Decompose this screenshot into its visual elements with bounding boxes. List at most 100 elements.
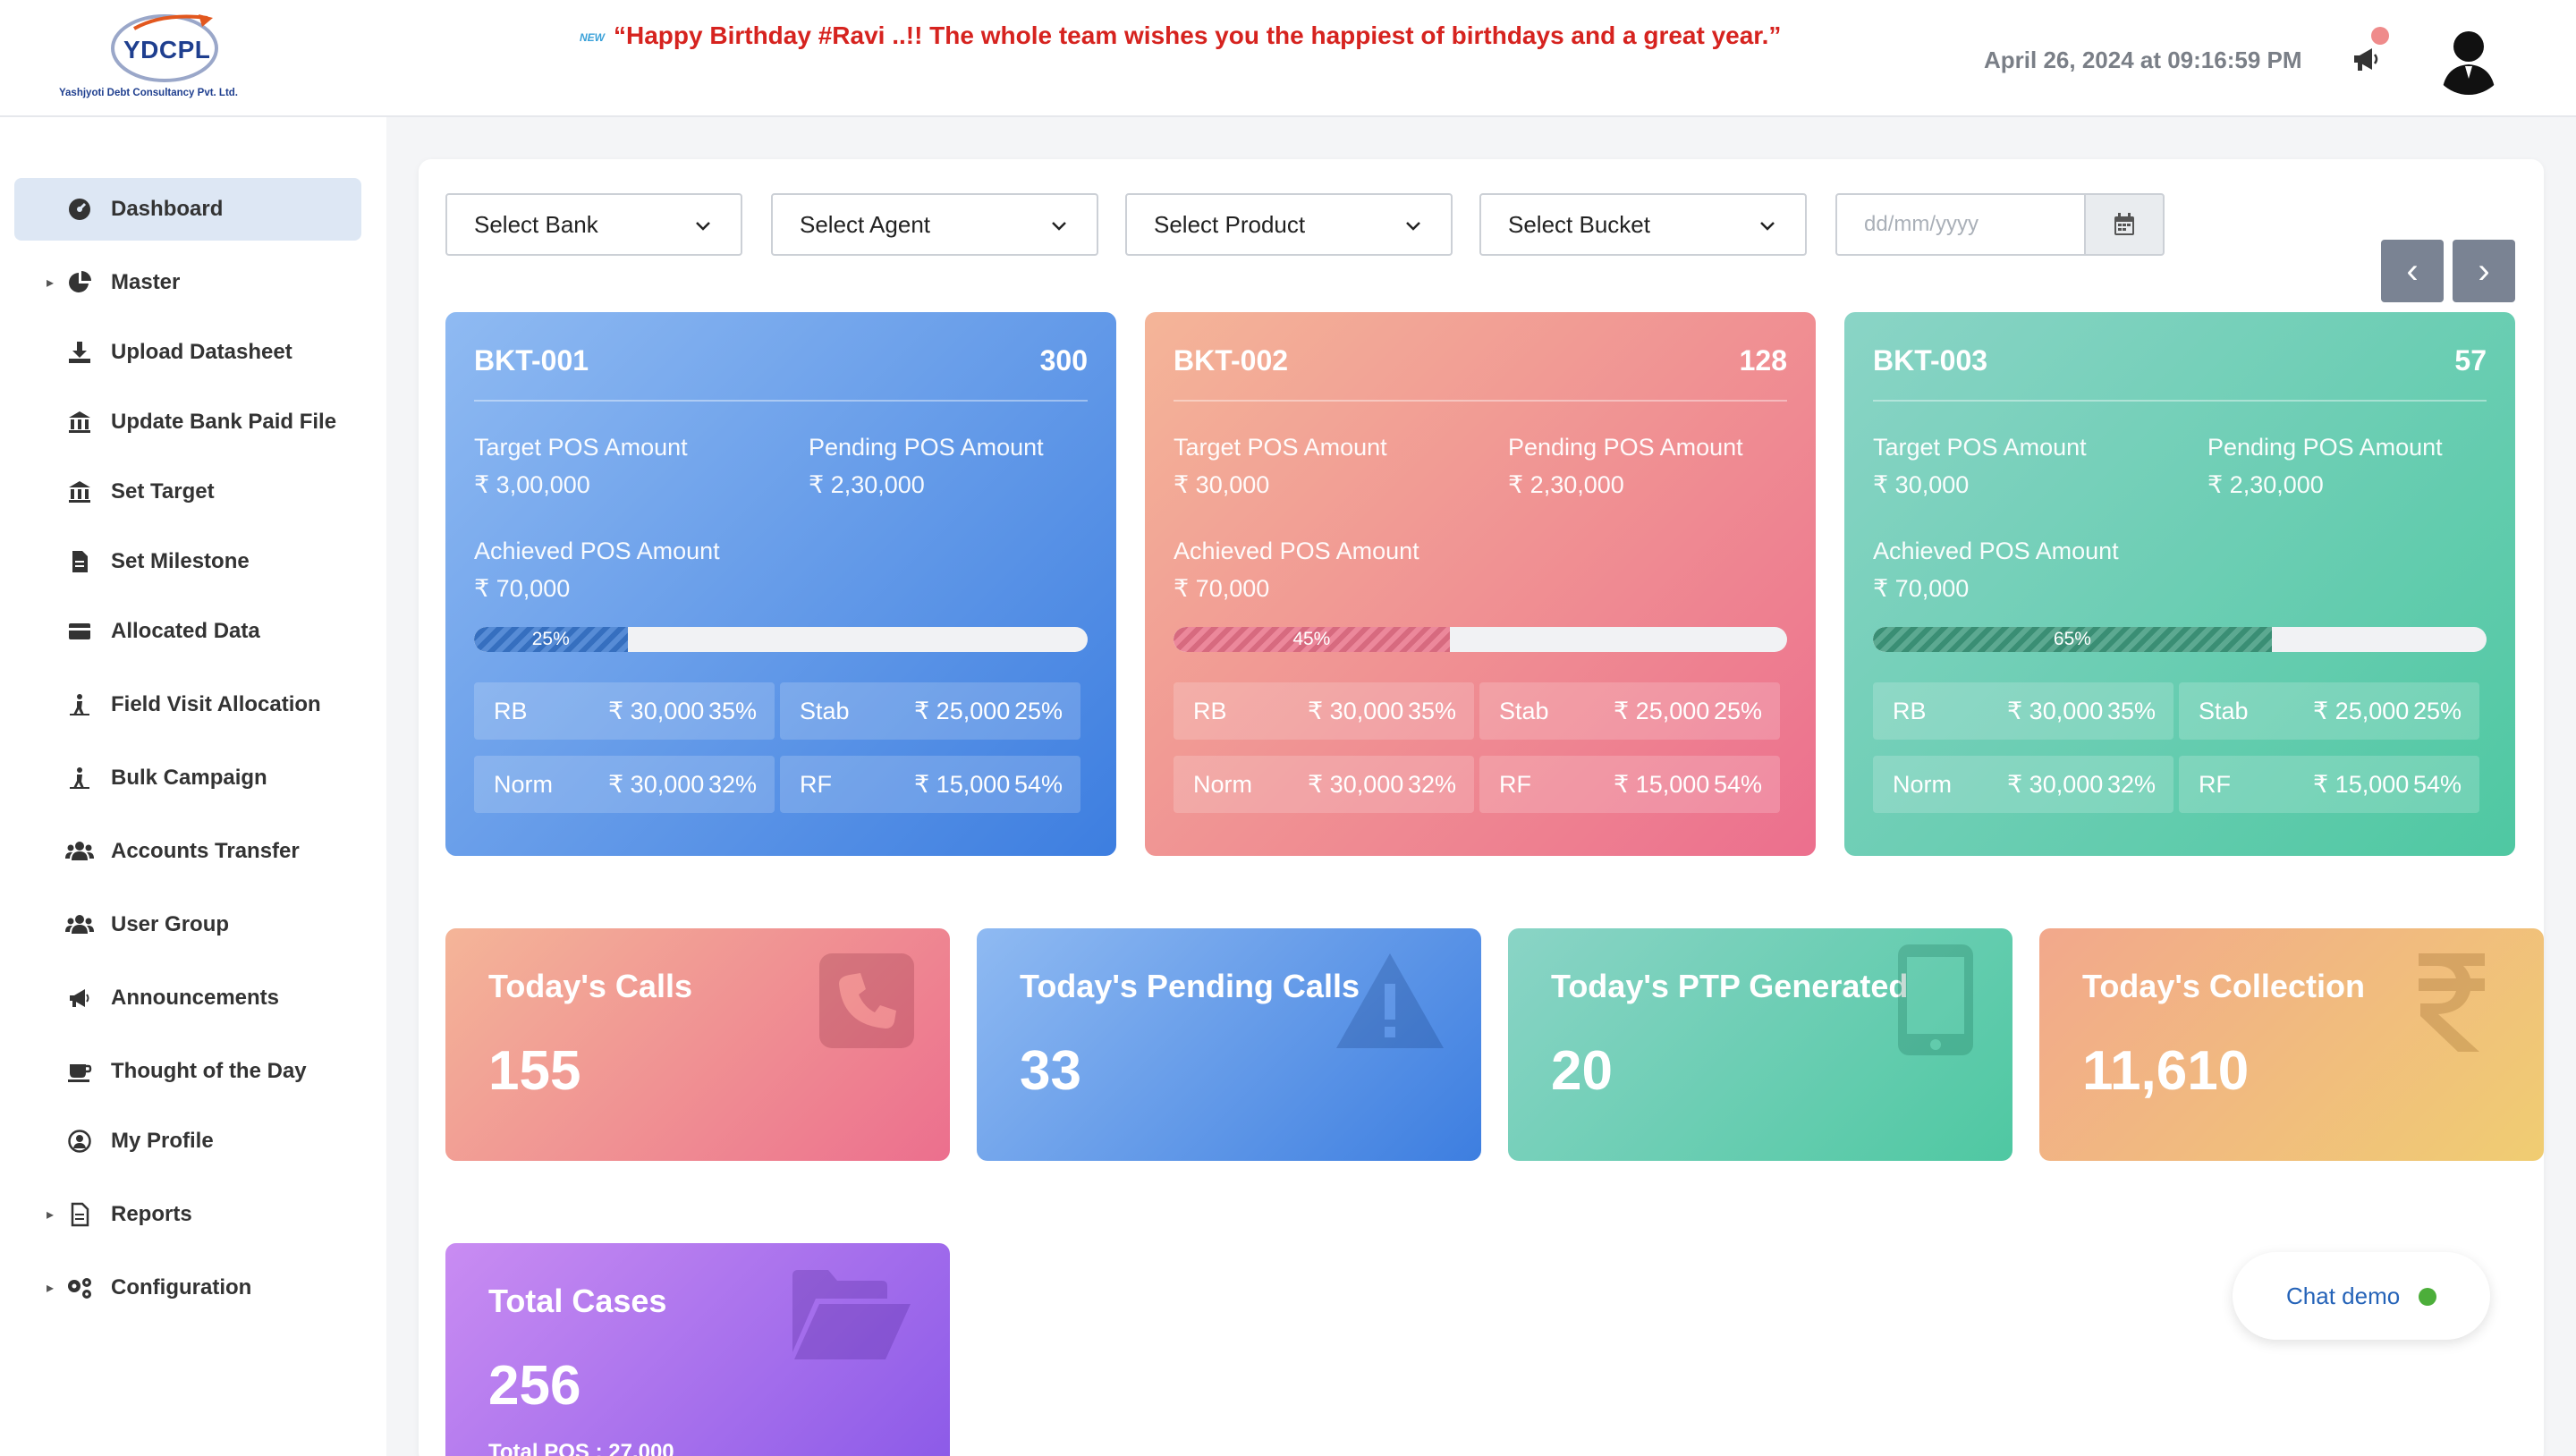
chip-amount: ₹ 30,000 [1308, 697, 1404, 724]
bucket-card[interactable]: BKT-001 300 Target POS Amount ₹ 3,00,000… [445, 312, 1116, 856]
sidebar-item-label: Update Bank Paid File [111, 410, 337, 434]
sidebar-item-reports[interactable]: ▸ Reports [14, 1183, 361, 1246]
sidebar-item-configuration[interactable]: ▸ Configuration [14, 1257, 361, 1319]
bucket-card[interactable]: BKT-003 57 Target POS Amount ₹ 30,000 Pe… [1844, 312, 2515, 856]
chip-percent: 35% [2106, 697, 2156, 724]
sidebar-item-set-target[interactable]: Set Target [14, 461, 361, 523]
sidebar-item-field-visit-allocation[interactable]: Field Visit Allocation [14, 673, 361, 736]
stat-value: 256 [488, 1355, 581, 1417]
chevron-down-icon [1052, 222, 1066, 231]
progress-fill: 25% [474, 627, 628, 652]
stat-title: Today's Collection [2082, 968, 2365, 1004]
sidebar-item-accounts-transfer[interactable]: Accounts Transfer [14, 820, 361, 883]
card-icon [64, 616, 95, 647]
users-icon [64, 836, 95, 867]
sidebar-item-master[interactable]: ▸ Master [14, 251, 361, 314]
stat-card-todays-calls[interactable]: Today's Calls 155 [445, 928, 950, 1161]
chip-name: Stab [2199, 697, 2249, 724]
select-product[interactable]: Select Product [1125, 193, 1453, 256]
bucket-count: 57 [2454, 344, 2487, 377]
stat-title: Total Cases [488, 1282, 667, 1319]
mobile-icon [1898, 944, 1973, 1055]
stat-value: 20 [1551, 1040, 1613, 1102]
prev-button[interactable]: ‹ [2381, 240, 2444, 302]
stat-subtitle: Total POS : 27,000 [488, 1440, 674, 1456]
chip-stab: Stab ₹ 25,000 25% [780, 682, 1080, 740]
progress-bar: 25% [474, 627, 1088, 652]
calendar-button[interactable] [2084, 193, 2165, 256]
chip-percent: 35% [1407, 697, 1456, 724]
pie-chart-icon [64, 267, 95, 298]
stat-title: Today's Calls [488, 968, 692, 1004]
user-circle-icon [64, 1126, 95, 1156]
chip-rf: RF ₹ 15,000 54% [2179, 756, 2479, 813]
chip-percent: 54% [1013, 770, 1063, 798]
select-bank-label: Select Bank [474, 210, 598, 238]
chip-amount: ₹ 30,000 [2007, 770, 2104, 798]
pending-value: ₹ 2,30,000 [2207, 471, 2324, 498]
sidebar-item-announcements[interactable]: Announcements [14, 967, 361, 1029]
achieved-value: ₹ 70,000 [1873, 575, 1970, 602]
caret-right-icon: ▸ [47, 1281, 55, 1296]
chip-amount: ₹ 25,000 [1614, 697, 1710, 724]
pending-label: Pending POS Amount [809, 434, 1044, 461]
calendar-icon [2114, 213, 2134, 235]
bank-icon [64, 477, 95, 507]
chip-amount: ₹ 30,000 [1308, 770, 1404, 798]
announcement-text: “Happy Birthday #Ravi ..!! The whole tea… [614, 21, 1782, 49]
bucket-card[interactable]: BKT-002 128 Target POS Amount ₹ 30,000 P… [1145, 312, 1816, 856]
phone-icon [819, 953, 914, 1048]
chip-rf: RF ₹ 15,000 54% [1479, 756, 1780, 813]
megaphone-icon[interactable] [2351, 43, 2383, 75]
sidebar-item-update-bank-paid-file[interactable]: Update Bank Paid File [14, 391, 361, 453]
chip-percent: 25% [2412, 697, 2462, 724]
sidebar-item-bulk-campaign[interactable]: Bulk Campaign [14, 747, 361, 809]
next-button[interactable]: › [2453, 240, 2515, 302]
date-placeholder: dd/mm/yyyy [1864, 212, 1979, 236]
select-agent[interactable]: Select Agent [771, 193, 1098, 256]
stat-value: 155 [488, 1040, 581, 1102]
date-input[interactable]: dd/mm/yyyy [1835, 193, 2086, 256]
sidebar-item-thought-of-the-day[interactable]: Thought of the Day [14, 1040, 361, 1103]
company-logo[interactable]: YDCPL Yashjyoti Debt Consultancy Pvt. Lt… [55, 13, 270, 106]
stat-value: 11,610 [2082, 1040, 2250, 1102]
chip-amount: ₹ 25,000 [2313, 697, 2410, 724]
chat-widget[interactable]: Chat demo [2233, 1252, 2490, 1340]
stat-title: Today's PTP Generated [1551, 968, 1909, 1004]
sidebar-item-dashboard[interactable]: Dashboard [14, 178, 361, 241]
target-value: ₹ 3,00,000 [474, 471, 590, 498]
chip-name: Stab [800, 697, 850, 724]
select-bucket[interactable]: Select Bucket [1479, 193, 1807, 256]
sidebar-item-set-milestone[interactable]: Set Milestone [14, 530, 361, 593]
chip-stab: Stab ₹ 25,000 25% [1479, 682, 1780, 740]
sidebar-item-upload-datasheet[interactable]: Upload Datasheet [14, 321, 361, 384]
sidebar-item-allocated-data[interactable]: Allocated Data [14, 600, 361, 663]
gears-icon [64, 1273, 95, 1303]
select-bucket-label: Select Bucket [1508, 210, 1650, 238]
new-badge: NEW [580, 30, 605, 44]
avatar[interactable] [2431, 20, 2506, 95]
chip-name: RF [2199, 770, 2231, 798]
chat-label: Chat demo [2286, 1282, 2401, 1309]
announcement-banner: NEW “Happy Birthday #Ravi ..!! The whole … [580, 21, 1781, 50]
select-bank[interactable]: Select Bank [445, 193, 742, 256]
sidebar-item-user-group[interactable]: User Group [14, 893, 361, 956]
divider [1873, 400, 2487, 402]
stat-card-todays-ptp-generated[interactable]: Today's PTP Generated 20 [1508, 928, 2012, 1161]
chip-stab: Stab ₹ 25,000 25% [2179, 682, 2479, 740]
stat-card-todays-pending-calls[interactable]: Today's Pending Calls 33 [977, 928, 1481, 1161]
sidebar-item-label: Allocated Data [111, 619, 260, 643]
chip-amount: ₹ 15,000 [2313, 770, 2410, 798]
sidebar-item-label: My Profile [111, 1129, 214, 1153]
chip-norm: Norm ₹ 30,000 32% [1174, 756, 1474, 813]
sidebar-item-my-profile[interactable]: My Profile [14, 1110, 361, 1172]
stat-value: 33 [1020, 1040, 1081, 1102]
stat-card-todays-collection[interactable]: Today's Collection 11,610 [2039, 928, 2544, 1161]
chevron-down-icon [696, 222, 710, 231]
current-datetime: April 26, 2024 at 09:16:59 PM [1984, 47, 2302, 73]
chip-percent: 25% [1013, 697, 1063, 724]
stat-card-total-cases[interactable]: Total Cases 256 Total POS : 27,000 [445, 1243, 950, 1456]
chip-amount: ₹ 30,000 [608, 770, 705, 798]
chip-name: RF [1499, 770, 1531, 798]
stat-title: Today's Pending Calls [1020, 968, 1360, 1004]
